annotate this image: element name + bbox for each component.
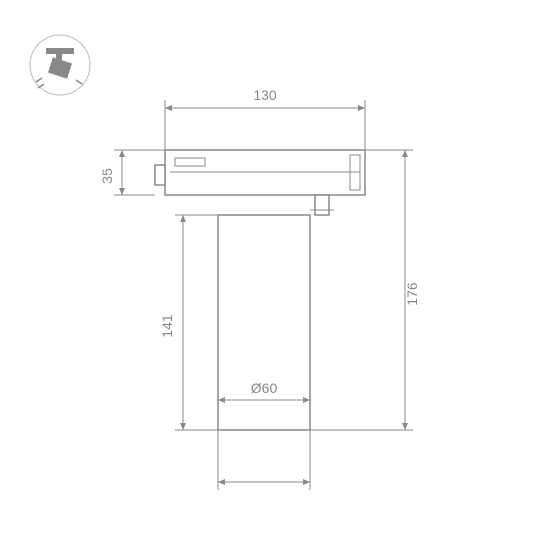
spotlight-icon [30,35,90,95]
dim-total-height-value: 176 [404,282,420,306]
top-adapter [155,150,365,195]
dim-top-width-value: 130 [253,87,277,103]
technical-drawing: 130 35 141 176 [0,0,555,555]
dim-body-height: 141 [159,215,218,430]
dim-top-height-value: 35 [99,168,115,184]
dim-body-height-value: 141 [159,314,175,338]
dim-diameter-value: Ø60 [251,380,278,396]
dim-top-width: 130 [165,87,365,150]
body-cylinder [218,215,310,430]
neck-connector [310,195,334,215]
